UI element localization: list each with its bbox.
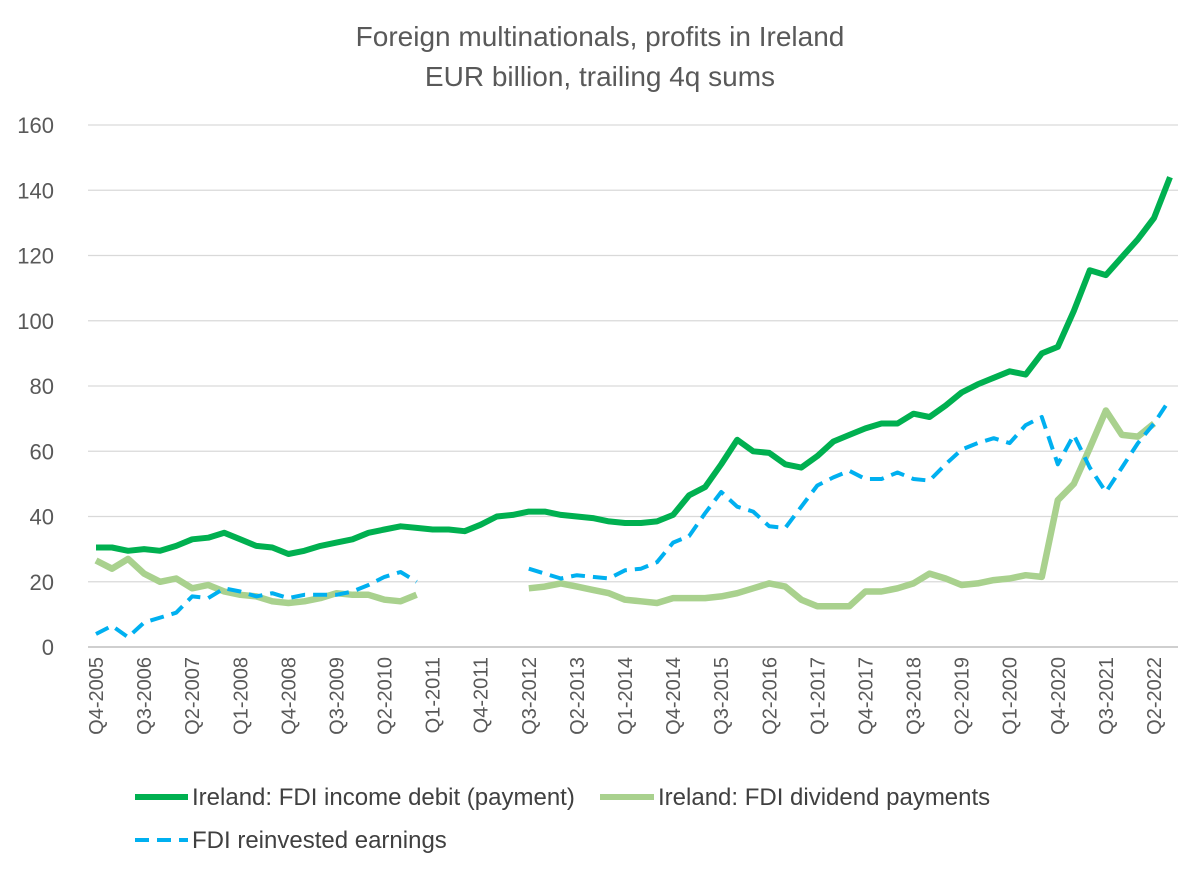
legend-label-1: Ireland: FDI dividend payments	[658, 784, 990, 811]
x-tick-label: Q1-2008	[230, 657, 252, 735]
chart-subtitle: EUR billion, trailing 4q sums	[425, 61, 775, 92]
y-tick-label: 160	[17, 113, 54, 138]
y-tick-label: 40	[30, 505, 54, 530]
x-tick-label: Q3-2015	[711, 657, 733, 735]
x-tick-label: Q4-2005	[86, 657, 108, 735]
y-tick-label: 80	[30, 374, 54, 399]
y-axis-ticks: 0 20 40 60 80 100 120 140 160	[17, 113, 54, 660]
gridlines	[88, 124, 1178, 648]
legend-label-2: FDI reinvested earnings	[192, 827, 447, 854]
y-tick-label: 60	[30, 439, 54, 464]
series-line-0	[96, 176, 1173, 557]
x-tick-label: Q2-2007	[182, 657, 204, 735]
x-tick-label: Q2-2022	[1144, 657, 1166, 735]
x-tick-label: Q3-2012	[519, 657, 541, 735]
y-tick-label: 120	[17, 244, 54, 269]
legend-label-0: Ireland: FDI income debit (payment)	[192, 784, 575, 811]
x-tick-label: Q4-2020	[1048, 657, 1070, 735]
x-tick-label: Q1-2011	[423, 657, 445, 733]
x-tick-label: Q1-2014	[615, 657, 637, 735]
chart-title: Foreign multinationals, profits in Irela…	[356, 21, 845, 52]
legend: Ireland: FDI income debit (payment) Irela…	[135, 784, 990, 854]
x-tick-label: Q1-2020	[1000, 657, 1022, 735]
x-tick-label: Q2-2019	[952, 657, 974, 735]
x-tick-label: Q3-2006	[134, 657, 156, 735]
x-tick-label: Q3-2018	[904, 657, 926, 735]
x-tick-label: Q3-2021	[1096, 657, 1118, 735]
y-tick-label: 0	[42, 635, 54, 660]
x-axis-ticks: Q4-2005 Q3-2006 Q2-2007 Q1-2008 Q4-2008 Q3-20…	[86, 657, 1166, 735]
x-tick-label: Q2-2013	[567, 657, 589, 735]
x-tick-label: Q4-2008	[278, 657, 300, 735]
y-tick-label: 100	[17, 309, 54, 334]
x-tick-label: Q2-2010	[375, 657, 397, 735]
x-tick-label: Q1-2017	[807, 657, 829, 735]
y-tick-label: 140	[17, 178, 54, 203]
x-tick-label: Q4-2017	[855, 657, 877, 735]
series-lines	[94, 176, 1173, 640]
x-tick-label: Q2-2016	[759, 657, 781, 735]
series-line-2	[95, 398, 1172, 640]
y-tick-label: 20	[30, 570, 54, 595]
x-tick-label: Q4-2014	[663, 657, 685, 735]
x-tick-label: Q4-2011	[471, 657, 493, 733]
x-tick-label: Q3-2009	[326, 657, 348, 735]
